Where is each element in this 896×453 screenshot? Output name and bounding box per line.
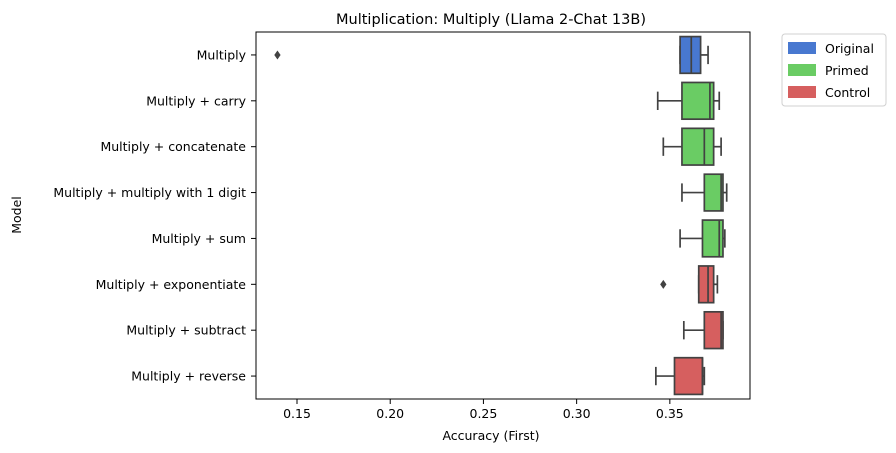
legend-label: Primed xyxy=(825,63,869,78)
box-group xyxy=(660,265,719,304)
box xyxy=(703,173,724,212)
y-tick-label: Multiply + reverse xyxy=(131,369,246,384)
legend-label: Original xyxy=(825,41,874,56)
outlier-point xyxy=(274,50,281,60)
y-tick-label: Multiply + subtract xyxy=(126,323,246,338)
x-tick-label: 0.25 xyxy=(470,406,498,421)
x-tick-label: 0.30 xyxy=(563,406,591,421)
legend-swatch xyxy=(788,86,816,98)
legend-swatch xyxy=(788,42,816,54)
y-tick-label: Multiply + carry xyxy=(146,93,246,108)
box xyxy=(681,127,715,166)
y-tick-label: Multiply + exponentiate xyxy=(96,277,247,292)
chart-title: Multiplication: Multiply (Llama 2-Chat 1… xyxy=(336,12,646,28)
box xyxy=(701,219,724,258)
x-tick-label: 0.35 xyxy=(656,406,684,421)
y-tick-label: Multiply xyxy=(197,47,247,62)
x-tick-label: 0.20 xyxy=(376,406,404,421)
y-tick-label: Multiply + concatenate xyxy=(100,139,246,154)
box xyxy=(703,310,724,350)
y-tick-label: Multiply + sum xyxy=(152,231,246,246)
plot-frame xyxy=(255,31,751,400)
outlier-point xyxy=(660,279,667,289)
box-group xyxy=(681,173,728,212)
y-tick-label: Multiply + multiply with 1 digit xyxy=(53,185,246,200)
box xyxy=(681,81,715,121)
box-group xyxy=(656,81,721,121)
box-group xyxy=(662,127,722,166)
box xyxy=(679,35,702,75)
plot-area: 0.15 0.20 0.25 0.30 0.35 Multiply Multiply + c… xyxy=(53,31,751,421)
y-axis-label: Model xyxy=(9,196,24,234)
box xyxy=(673,356,704,396)
legend: Original Primed Control xyxy=(781,33,887,107)
legend-label: Control xyxy=(825,85,870,100)
x-tick-label: 0.15 xyxy=(283,406,311,421)
box xyxy=(697,265,715,304)
x-axis-label: Accuracy (First) xyxy=(442,428,539,443)
box-group xyxy=(274,35,709,75)
box-group xyxy=(655,356,706,396)
legend-swatch xyxy=(788,64,816,76)
box-group xyxy=(679,219,726,258)
box-group xyxy=(682,310,724,350)
